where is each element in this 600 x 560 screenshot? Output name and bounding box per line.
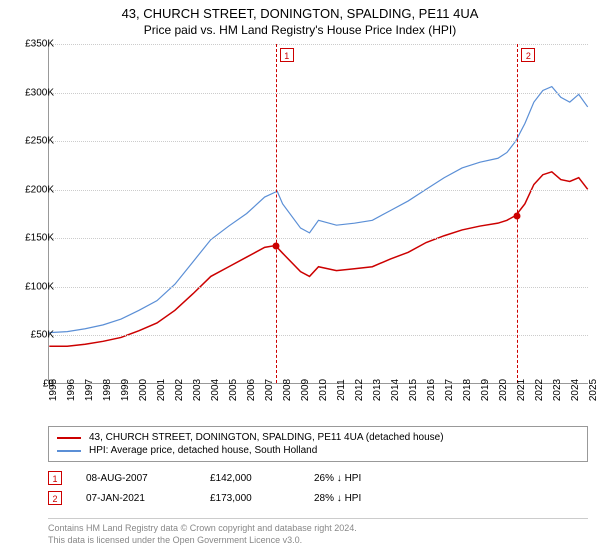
- x-tick-label: 2020: [498, 379, 509, 401]
- x-tick-label: 2015: [408, 379, 419, 401]
- x-tick-label: 2007: [264, 379, 275, 401]
- sale-diff: 28% ↓ HPI: [314, 493, 361, 504]
- sale-diff: 26% ↓ HPI: [314, 473, 361, 484]
- legend-swatch: [57, 450, 81, 452]
- x-tick-label: 2006: [246, 379, 257, 401]
- y-tick-label: £250K: [14, 136, 54, 147]
- x-tick-label: 2017: [444, 379, 455, 401]
- chart-title: 43, CHURCH STREET, DONINGTON, SPALDING, …: [0, 6, 600, 21]
- y-tick-label: £300K: [14, 87, 54, 98]
- x-axis-labels: 1995199619971998199920002001200220032004…: [48, 386, 588, 426]
- chart-container: 43, CHURCH STREET, DONINGTON, SPALDING, …: [0, 0, 600, 560]
- legend-label: HPI: Average price, detached house, Sout…: [89, 445, 317, 456]
- x-tick-label: 2021: [516, 379, 527, 401]
- footer: Contains HM Land Registry data © Crown c…: [48, 518, 588, 546]
- x-tick-label: 2008: [282, 379, 293, 401]
- y-tick-label: £50K: [14, 330, 54, 341]
- sales-table: 1 08-AUG-2007 £142,000 26% ↓ HPI 2 07-JA…: [48, 468, 588, 508]
- legend-item-hpi: HPI: Average price, detached house, Sout…: [57, 444, 579, 457]
- x-tick-label: 2001: [156, 379, 167, 401]
- sale-marker-1: 1: [48, 471, 62, 485]
- y-tick-label: £200K: [14, 184, 54, 195]
- x-tick-label: 2013: [372, 379, 383, 401]
- x-tick-label: 2011: [336, 379, 347, 401]
- sale-dot: [272, 243, 279, 250]
- series-property: [49, 172, 587, 346]
- x-tick-label: 2022: [534, 379, 545, 401]
- x-tick-label: 2024: [570, 379, 581, 401]
- gridline-h: [49, 141, 588, 142]
- plot-area: 12: [48, 44, 588, 384]
- y-tick-label: £350K: [14, 39, 54, 50]
- x-tick-label: 1998: [102, 379, 113, 401]
- sale-row: 2 07-JAN-2021 £173,000 28% ↓ HPI: [48, 488, 588, 508]
- footer-line2: This data is licensed under the Open Gov…: [48, 535, 588, 547]
- y-tick-label: £150K: [14, 233, 54, 244]
- chart-subtitle: Price paid vs. HM Land Registry's House …: [0, 23, 600, 37]
- x-tick-label: 2016: [426, 379, 437, 401]
- sale-marker-2: 2: [48, 491, 62, 505]
- sale-price: £173,000: [210, 493, 290, 504]
- x-tick-label: 2005: [228, 379, 239, 401]
- x-tick-label: 1996: [66, 379, 77, 401]
- chart-lines: [49, 44, 588, 383]
- sale-price: £142,000: [210, 473, 290, 484]
- sale-date: 08-AUG-2007: [86, 473, 186, 484]
- x-tick-label: 2014: [390, 379, 401, 401]
- gridline-h: [49, 44, 588, 45]
- sale-marker-box: 2: [521, 48, 535, 62]
- x-tick-label: 2004: [210, 379, 221, 401]
- sale-date: 07-JAN-2021: [86, 493, 186, 504]
- y-tick-label: £0: [14, 379, 54, 390]
- x-tick-label: 1997: [84, 379, 95, 401]
- sale-dot: [514, 212, 521, 219]
- x-tick-label: 2002: [174, 379, 185, 401]
- y-tick-label: £100K: [14, 281, 54, 292]
- x-tick-label: 2018: [462, 379, 473, 401]
- series-hpi: [49, 87, 587, 333]
- x-tick-label: 1999: [120, 379, 131, 401]
- x-tick-label: 2012: [354, 379, 365, 401]
- sale-row: 1 08-AUG-2007 £142,000 26% ↓ HPI: [48, 468, 588, 488]
- sale-vline: [276, 44, 277, 383]
- gridline-h: [49, 93, 588, 94]
- x-tick-label: 2019: [480, 379, 491, 401]
- x-tick-label: 2003: [192, 379, 203, 401]
- legend-swatch: [57, 437, 81, 439]
- legend-item-property: 43, CHURCH STREET, DONINGTON, SPALDING, …: [57, 431, 579, 444]
- legend-label: 43, CHURCH STREET, DONINGTON, SPALDING, …: [89, 432, 444, 443]
- sale-marker-box: 1: [280, 48, 294, 62]
- gridline-h: [49, 238, 588, 239]
- gridline-h: [49, 190, 588, 191]
- gridline-h: [49, 287, 588, 288]
- x-tick-label: 2010: [318, 379, 329, 401]
- x-tick-label: 2025: [588, 379, 599, 401]
- x-tick-label: 2009: [300, 379, 311, 401]
- x-tick-label: 2023: [552, 379, 563, 401]
- title-block: 43, CHURCH STREET, DONINGTON, SPALDING, …: [0, 0, 600, 37]
- gridline-h: [49, 335, 588, 336]
- footer-line1: Contains HM Land Registry data © Crown c…: [48, 523, 588, 535]
- x-tick-label: 2000: [138, 379, 149, 401]
- legend: 43, CHURCH STREET, DONINGTON, SPALDING, …: [48, 426, 588, 462]
